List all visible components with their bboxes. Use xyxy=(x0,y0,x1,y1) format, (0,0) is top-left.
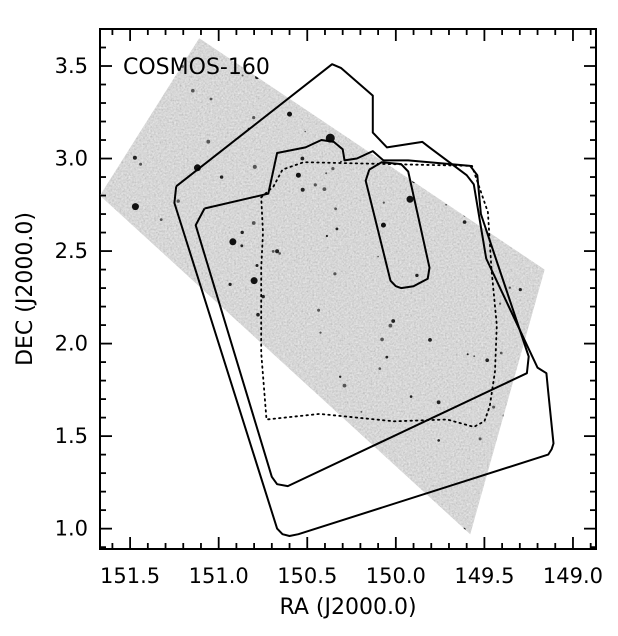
x-tick-label: 149.5 xyxy=(454,564,514,588)
faint-source xyxy=(499,302,502,305)
y-tick-label: 2.0 xyxy=(55,332,88,356)
x-tick-label: 150.5 xyxy=(277,564,337,588)
faint-source xyxy=(240,230,244,235)
faint-source xyxy=(485,358,490,363)
faint-source xyxy=(340,160,342,163)
faint-source xyxy=(436,400,441,405)
x-tick-label: 150.0 xyxy=(366,564,426,588)
faint-source xyxy=(176,199,180,203)
faint-source xyxy=(206,139,211,144)
faint-source xyxy=(325,234,328,238)
faint-source xyxy=(391,319,396,323)
faint-source xyxy=(255,264,259,267)
faint-source xyxy=(331,167,335,171)
faint-source xyxy=(325,172,328,175)
faint-source xyxy=(304,130,307,133)
contour-outer xyxy=(173,63,555,537)
faint-source xyxy=(271,250,275,253)
bright-source xyxy=(131,203,139,211)
faint-source xyxy=(317,308,321,312)
bright-source xyxy=(287,111,293,117)
x-tick-label: 149.0 xyxy=(543,564,603,588)
faint-source xyxy=(319,331,322,334)
y-tick-label: 3.5 xyxy=(55,54,88,78)
faint-source xyxy=(380,337,384,342)
x-tick-labels: 151.5 151.0 150.5 150.0 149.5 149.0 xyxy=(100,564,603,588)
faint-source xyxy=(300,156,305,161)
contour-deep xyxy=(364,161,431,290)
faint-source xyxy=(132,155,137,160)
faint-source xyxy=(256,312,260,317)
faint-source xyxy=(322,187,327,192)
faint-source xyxy=(445,203,447,206)
faint-source xyxy=(261,294,265,299)
faint-source xyxy=(409,395,413,398)
faint-source xyxy=(478,437,482,441)
faint-source xyxy=(437,439,441,442)
faint-source xyxy=(335,227,339,231)
faint-source xyxy=(278,252,282,255)
faint-source xyxy=(241,74,244,77)
faint-source xyxy=(499,351,503,355)
faint-source xyxy=(252,164,257,169)
y-axis-label: DEC (J2000.0) xyxy=(13,212,38,366)
bright-source xyxy=(295,172,301,178)
panel-title: COSMOS-160 xyxy=(123,55,270,80)
faint-source xyxy=(339,375,342,378)
faint-source xyxy=(518,288,522,292)
bright-source xyxy=(406,195,414,203)
faint-source xyxy=(492,405,496,409)
faint-source xyxy=(209,97,213,101)
faint-source xyxy=(377,255,379,258)
bright-source xyxy=(229,238,237,246)
faint-source xyxy=(228,282,232,286)
faint-source xyxy=(508,286,511,289)
bright-source xyxy=(250,277,258,285)
x-axis-label: RA (J2000.0) xyxy=(279,595,416,620)
faint-source xyxy=(334,207,337,211)
y-tick-label: 2.5 xyxy=(55,239,88,263)
contour-inner xyxy=(194,139,530,488)
footprint-contours xyxy=(173,63,555,537)
contour-dotted xyxy=(260,161,498,428)
faint-source xyxy=(360,411,363,413)
faint-source xyxy=(313,183,317,187)
axis-ticks xyxy=(100,28,596,549)
bright-source xyxy=(380,222,386,228)
faint-source xyxy=(466,353,469,356)
faint-source xyxy=(252,116,256,120)
faint-source xyxy=(333,272,337,276)
faint-source xyxy=(385,355,389,359)
y-tick-label: 1.5 xyxy=(55,424,88,448)
faint-source xyxy=(240,244,244,248)
faint-source xyxy=(342,383,347,388)
y-tick-labels: 1.0 1.5 2.0 2.5 3.0 3.5 xyxy=(55,54,88,541)
x-tick-label: 151.0 xyxy=(189,564,249,588)
faint-source xyxy=(251,221,256,225)
faint-source xyxy=(139,162,143,166)
faint-source xyxy=(382,201,385,204)
x-tick-label: 151.5 xyxy=(100,564,160,588)
faint-source xyxy=(388,323,393,328)
faint-source xyxy=(219,175,224,179)
faint-source xyxy=(275,249,280,254)
faint-source xyxy=(462,220,467,224)
faint-source xyxy=(378,367,382,370)
faint-source xyxy=(159,218,163,222)
faint-source xyxy=(415,273,419,278)
faint-source xyxy=(473,355,476,358)
y-tick-label: 3.0 xyxy=(55,147,88,171)
faint-source xyxy=(300,187,305,192)
y-tick-label: 1.0 xyxy=(55,517,88,541)
faint-source xyxy=(191,88,195,93)
faint-source xyxy=(428,338,432,342)
